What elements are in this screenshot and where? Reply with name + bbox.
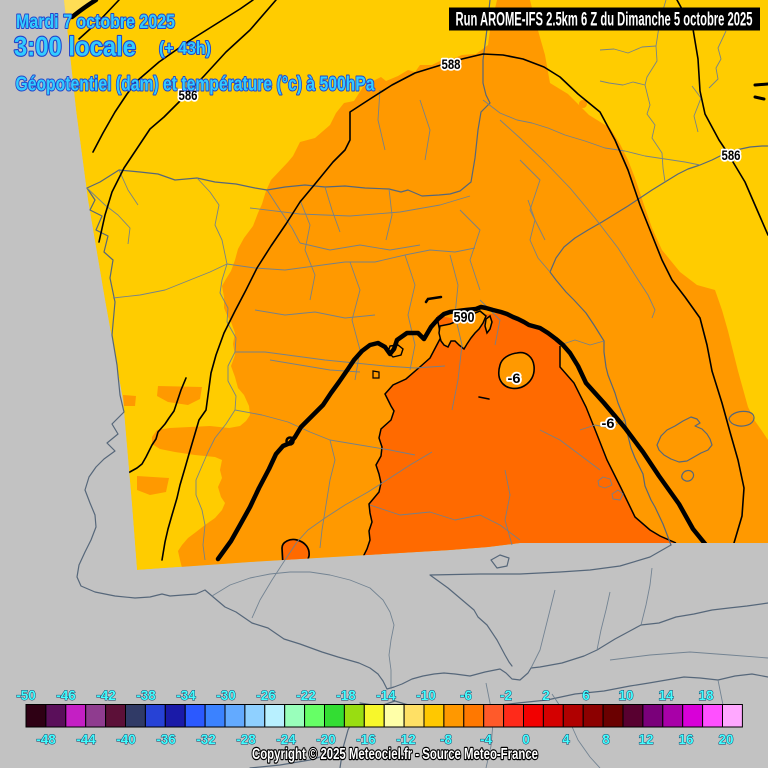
svg-text:-34: -34 [176, 688, 196, 703]
svg-text:0: 0 [522, 732, 530, 747]
svg-text:10: 10 [618, 688, 633, 703]
svg-text:-20: -20 [316, 732, 336, 747]
svg-text:Run AROME-IFS 2.5km 6 Z du Dim: Run AROME-IFS 2.5km 6 Z du Dimanche 5 oc… [456, 10, 753, 31]
svg-text:-32: -32 [196, 732, 216, 747]
svg-text:12: 12 [638, 732, 653, 747]
svg-text:588: 588 [442, 57, 461, 72]
svg-text:-24: -24 [276, 732, 296, 747]
svg-text:-28: -28 [236, 732, 256, 747]
svg-text:4: 4 [562, 732, 570, 747]
svg-text:8: 8 [602, 732, 610, 747]
svg-text:-2: -2 [500, 688, 512, 703]
svg-text:Mardi 7 octobre 2025: Mardi 7 octobre 2025 [16, 12, 175, 33]
svg-text:2: 2 [542, 688, 550, 703]
svg-text:586: 586 [722, 148, 741, 163]
svg-text:-4: -4 [480, 732, 492, 747]
svg-text:-48: -48 [36, 732, 56, 747]
svg-text:-46: -46 [56, 688, 76, 703]
svg-text:-22: -22 [296, 688, 316, 703]
svg-text:-30: -30 [216, 688, 236, 703]
svg-text:16: 16 [678, 732, 694, 747]
svg-text:-44: -44 [76, 732, 96, 747]
svg-text:-12: -12 [396, 732, 416, 747]
svg-text:6: 6 [582, 688, 590, 703]
svg-text:-38: -38 [136, 688, 156, 703]
svg-text:-10: -10 [416, 688, 436, 703]
svg-text:-40: -40 [116, 732, 136, 747]
svg-text:-18: -18 [336, 688, 356, 703]
svg-text:-50: -50 [16, 688, 36, 703]
svg-text:-6: -6 [602, 416, 616, 431]
svg-text:590: 590 [454, 310, 475, 326]
svg-text:18: 18 [698, 688, 714, 703]
svg-text:-6: -6 [460, 688, 472, 703]
svg-text:586: 586 [179, 88, 198, 103]
svg-text:Copyright © 2025 Meteociel.fr: Copyright © 2025 Meteociel.fr - Source M… [252, 746, 538, 763]
svg-text:-36: -36 [156, 732, 176, 747]
svg-text:-16: -16 [356, 732, 376, 747]
svg-text:-14: -14 [376, 688, 396, 703]
svg-text:Géopotentiel (dam) et températ: Géopotentiel (dam) et température (°c) à… [16, 74, 376, 96]
svg-text:(+ 43h): (+ 43h) [159, 38, 211, 58]
svg-text:20: 20 [718, 732, 733, 747]
svg-text:14: 14 [658, 688, 674, 703]
svg-text:3:00 locale: 3:00 locale [14, 32, 136, 62]
svg-text:-26: -26 [256, 688, 276, 703]
svg-text:-6: -6 [508, 371, 522, 386]
svg-text:-42: -42 [96, 688, 116, 703]
svg-text:-8: -8 [440, 732, 452, 747]
